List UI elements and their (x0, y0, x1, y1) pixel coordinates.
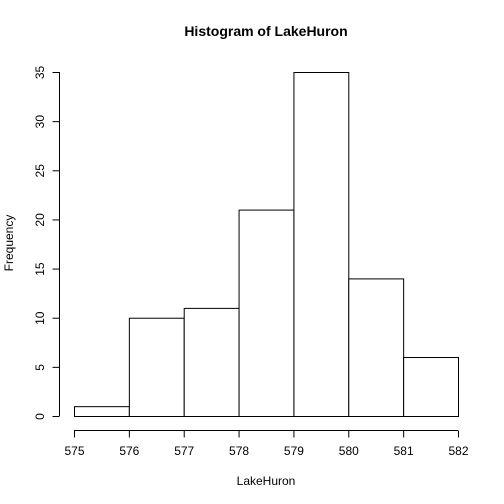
chart-title: Histogram of LakeHuron (184, 23, 347, 39)
x-tick-label: 580 (339, 444, 359, 458)
histogram-bar (293, 72, 350, 417)
y-tick-label: 10 (33, 311, 47, 325)
y-tick-label: 20 (33, 213, 47, 227)
x-tick-label: 582 (448, 444, 468, 458)
y-axis: 0 5 10 15 20 25 30 35 (33, 66, 60, 420)
x-axis-label: LakeHuron (237, 474, 296, 488)
histogram-bar (128, 317, 185, 418)
x-axis: 575 576 577 578 579 580 581 582 (64, 430, 469, 458)
histogram-bar (74, 406, 130, 417)
histogram-bar (183, 307, 240, 417)
bars-group (74, 72, 459, 418)
x-tick-label: 579 (284, 444, 304, 458)
y-tick-label: 0 (33, 413, 47, 420)
x-tick-label: 575 (64, 444, 84, 458)
y-tick-label: 35 (33, 66, 47, 80)
x-tick-label: 578 (229, 444, 249, 458)
y-axis-label: Frequency (2, 215, 16, 272)
y-tick-label: 30 (33, 115, 47, 129)
x-tick-label: 581 (394, 444, 414, 458)
y-tick-label: 5 (33, 364, 47, 371)
y-tick-label: 25 (33, 164, 47, 178)
histogram-bar (348, 278, 405, 417)
x-tick-label: 577 (174, 444, 194, 458)
histogram-bar (238, 209, 295, 417)
x-tick-label: 576 (119, 444, 139, 458)
y-tick-label: 15 (33, 262, 47, 276)
histogram-bar (403, 357, 459, 417)
